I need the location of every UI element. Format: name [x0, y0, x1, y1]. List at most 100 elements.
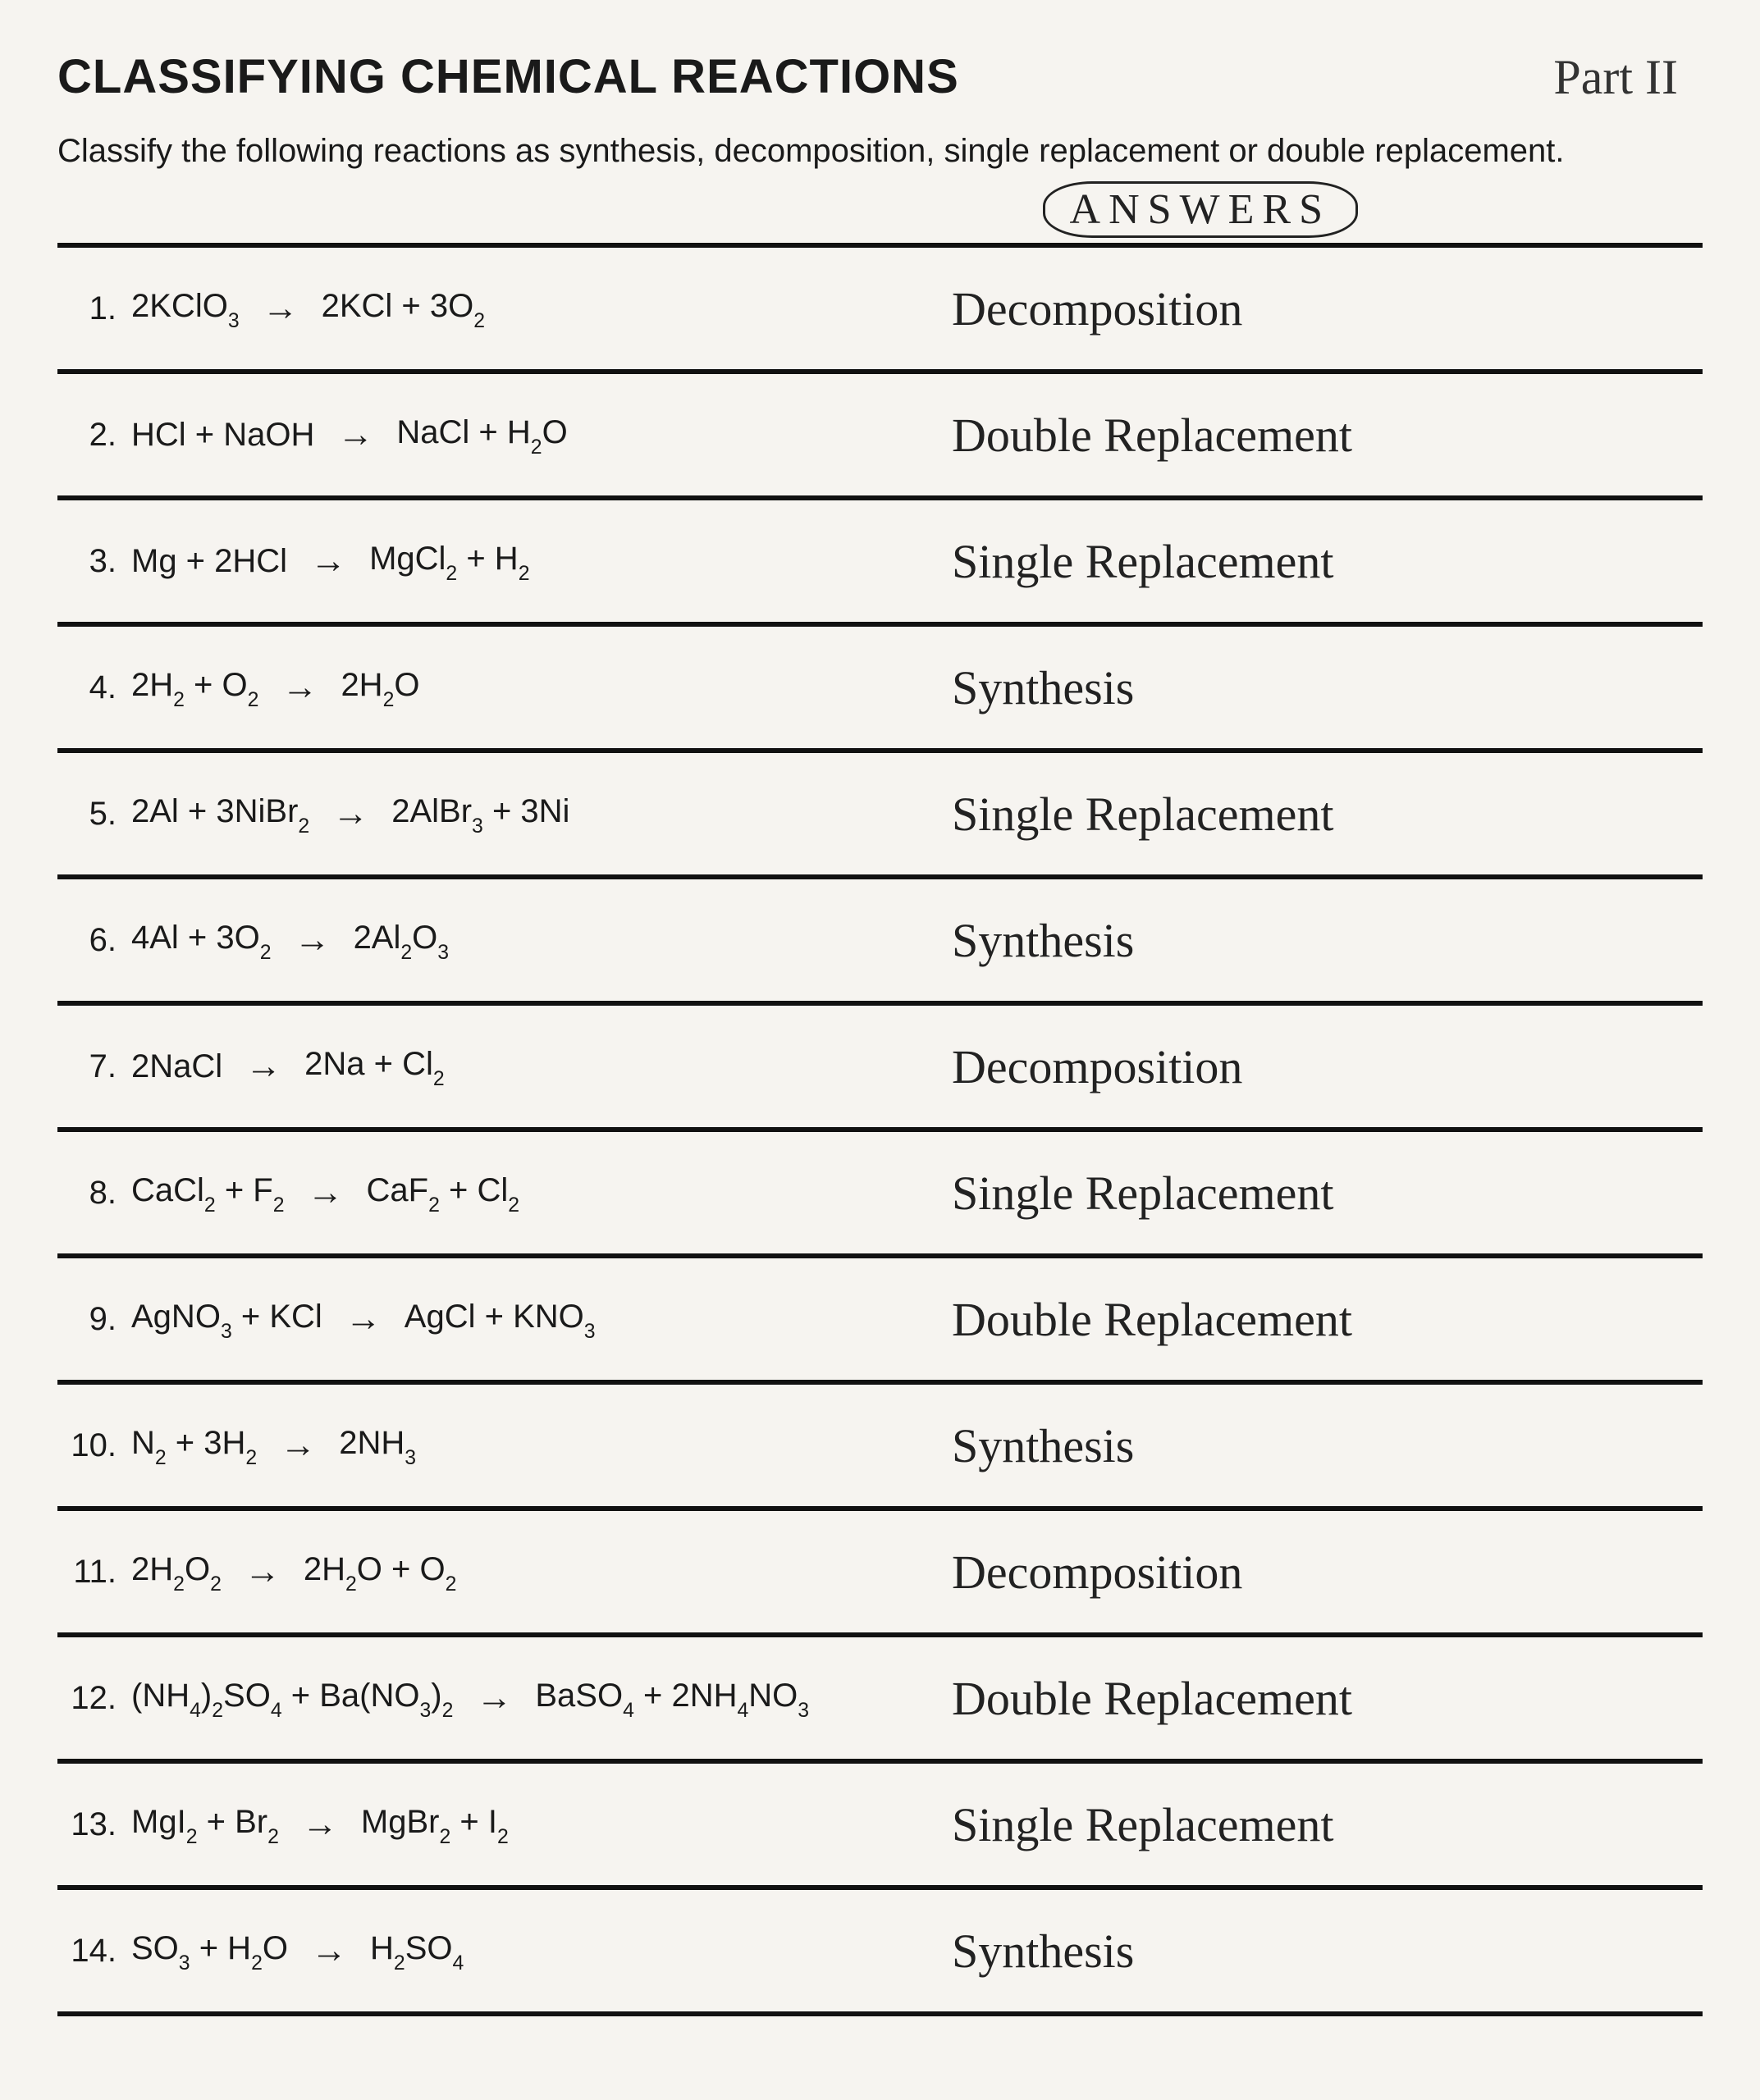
answers-label-row: ANSWERS — [57, 181, 1703, 238]
part-label: Part II — [1553, 49, 1703, 106]
equation-left: 2H2O2 — [131, 1551, 222, 1593]
arrow-icon: → — [277, 667, 322, 708]
row-number: 10. — [57, 1427, 131, 1464]
answer-text: Single Replacement — [935, 1166, 1694, 1221]
answers-label: ANSWERS — [1043, 181, 1358, 238]
arrow-icon: → — [305, 541, 351, 582]
equation-left: 2NaCl — [131, 1048, 222, 1085]
row-number: 12. — [57, 1680, 131, 1717]
row-number: 13. — [57, 1806, 131, 1843]
equation-right: 2H2O — [341, 667, 419, 709]
equation-right: 2Al2O3 — [354, 920, 450, 961]
reaction-row: 11.2H2O2 → 2H2O + O2 Decomposition — [57, 1511, 1703, 1632]
equation-right: MgCl2 + H2 — [369, 541, 529, 582]
equation-left: N2 + 3H2 — [131, 1425, 257, 1467]
answer-text: Synthesis — [935, 913, 1694, 968]
equation-right: H2SO4 — [370, 1930, 464, 1972]
arrow-icon: → — [306, 1930, 352, 1971]
equation-left: Mg + 2HCl — [131, 543, 287, 580]
row-number: 11. — [57, 1554, 131, 1591]
equation-left: 2Al + 3NiBr2 — [131, 793, 309, 835]
equation: 4Al + 3O2 → 2Al2O3 — [131, 920, 935, 961]
row-number: 4. — [57, 669, 131, 706]
reaction-row: 3.Mg + 2HCl → MgCl2 + H2 Single Replacement — [57, 500, 1703, 622]
equation-left: 2KClO3 — [131, 288, 240, 330]
arrow-icon: → — [332, 414, 378, 455]
reaction-row: 1.2KClO3 → 2KCl + 3O2 Decomposition — [57, 248, 1703, 369]
equation-left: MgI2 + Br2 — [131, 1804, 279, 1846]
row-number: 14. — [57, 1933, 131, 1970]
answer-text: Single Replacement — [935, 787, 1694, 842]
equation: CaCl2 + F2 → CaF2 + Cl2 — [131, 1172, 935, 1214]
equation-left: AgNO3 + KCl — [131, 1299, 322, 1340]
equation: (NH4)2SO4 + Ba(NO3)2→BaSO4 + 2NH4NO3 — [131, 1678, 935, 1719]
reaction-row: 6.4Al + 3O2 → 2Al2O3 Synthesis — [57, 879, 1703, 1001]
reaction-row: 8.CaCl2 + F2 → CaF2 + Cl2 Single Replacemen… — [57, 1132, 1703, 1253]
row-number: 7. — [57, 1048, 131, 1085]
header: CLASSIFYING CHEMICAL REACTIONS Part II — [57, 49, 1703, 106]
reactions-list: 1.2KClO3 → 2KCl + 3O2 Decomposition 2.HCl + … — [57, 243, 1703, 2016]
equation-left: 4Al + 3O2 — [131, 920, 272, 961]
divider — [57, 2011, 1703, 2016]
arrow-icon: → — [290, 920, 336, 961]
row-number: 6. — [57, 922, 131, 959]
equation: 2Al + 3NiBr2 → 2AlBr3 + 3Ni — [131, 793, 935, 835]
answer-text: Synthesis — [935, 660, 1694, 715]
reaction-row: 10.N2 + 3H2 → 2NH3 Synthesis — [57, 1385, 1703, 1506]
row-number: 1. — [57, 290, 131, 327]
equation-left: CaCl2 + F2 — [131, 1172, 285, 1214]
arrow-icon: → — [327, 793, 373, 834]
equation-left: 2H2 + O2 — [131, 667, 258, 709]
reaction-row: 13.MgI2 + Br2 → MgBr2 + I2 Single Replaceme… — [57, 1764, 1703, 1885]
instructions: Classify the following reactions as synt… — [57, 129, 1703, 173]
reaction-row: 7.2NaCl→2Na + Cl2Decomposition — [57, 1006, 1703, 1127]
arrow-icon: → — [297, 1804, 343, 1845]
reaction-row: 12.(NH4)2SO4 + Ba(NO3)2→BaSO4 + 2NH4NO3D… — [57, 1637, 1703, 1759]
equation-right: 2H2O + O2 — [304, 1551, 457, 1593]
answer-text: Decomposition — [935, 1039, 1694, 1094]
reaction-row: 5.2Al + 3NiBr2 → 2AlBr3 + 3Ni Single Replac… — [57, 753, 1703, 874]
arrow-icon: → — [240, 1046, 286, 1087]
arrow-icon: → — [258, 288, 304, 329]
equation: N2 + 3H2 → 2NH3 — [131, 1425, 935, 1467]
equation-right: CaF2 + Cl2 — [367, 1172, 520, 1214]
row-number: 8. — [57, 1175, 131, 1212]
equation-right: BaSO4 + 2NH4NO3 — [535, 1678, 809, 1719]
equation: 2H2O2 → 2H2O + O2 — [131, 1551, 935, 1593]
equation: HCl + NaOH→NaCl + H2O — [131, 414, 935, 456]
arrow-icon: → — [275, 1425, 321, 1466]
equation-left: (NH4)2SO4 + Ba(NO3)2 — [131, 1678, 453, 1719]
answer-text: Double Replacement — [935, 1671, 1694, 1726]
equation-right: 2NH3 — [339, 1425, 416, 1467]
equation-right: AgCl + KNO3 — [405, 1299, 596, 1340]
reaction-row: 4.2H2 + O2 → 2H2O Synthesis — [57, 627, 1703, 748]
arrow-icon: → — [303, 1172, 349, 1213]
answer-text: Double Replacement — [935, 1292, 1694, 1347]
equation-left: HCl + NaOH — [131, 417, 314, 454]
equation: SO3 + H2O → H2SO4 — [131, 1930, 935, 1972]
row-number: 2. — [57, 417, 131, 454]
row-number: 5. — [57, 796, 131, 833]
equation: 2NaCl→2Na + Cl2 — [131, 1046, 935, 1088]
answer-text: Decomposition — [935, 281, 1694, 336]
answer-text: Single Replacement — [935, 1797, 1694, 1852]
answer-text: Single Replacement — [935, 534, 1694, 589]
equation: Mg + 2HCl → MgCl2 + H2 — [131, 541, 935, 582]
equation: AgNO3 + KCl→AgCl + KNO3 — [131, 1299, 935, 1340]
answer-text: Synthesis — [935, 1418, 1694, 1473]
equation-right: MgBr2 + I2 — [361, 1804, 509, 1846]
equation: MgI2 + Br2 → MgBr2 + I2 — [131, 1804, 935, 1846]
page-title: CLASSIFYING CHEMICAL REACTIONS — [57, 49, 959, 104]
equation: 2H2 + O2 → 2H2O — [131, 667, 935, 709]
row-number: 3. — [57, 543, 131, 580]
reaction-row: 14.SO3 + H2O → H2SO4 Synthesis — [57, 1890, 1703, 2011]
equation-right: 2AlBr3 + 3Ni — [391, 793, 569, 835]
equation: 2KClO3 → 2KCl + 3O2 — [131, 288, 935, 330]
arrow-icon: → — [240, 1551, 286, 1592]
equation-left: SO3 + H2O — [131, 1930, 288, 1972]
answer-text: Decomposition — [935, 1545, 1694, 1600]
equation-right: 2KCl + 3O2 — [322, 288, 485, 330]
answer-text: Double Replacement — [935, 408, 1694, 463]
answer-text: Synthesis — [935, 1924, 1694, 1979]
reaction-row: 2.HCl + NaOH→NaCl + H2ODouble Replacemen… — [57, 374, 1703, 495]
